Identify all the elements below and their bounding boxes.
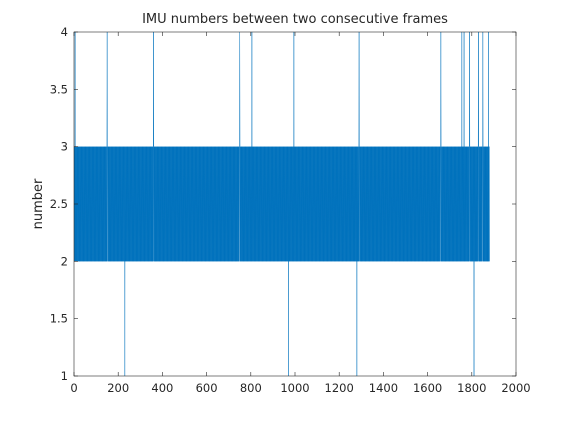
- x-tick-label: 600: [196, 381, 218, 395]
- series-line: [73, 31, 490, 377]
- y-tick-label: 1: [61, 369, 68, 383]
- y-tick-label: 2: [61, 254, 68, 268]
- series-layer: [73, 31, 490, 377]
- x-tick-label: 200: [107, 381, 129, 395]
- y-tick-label: 2.5: [50, 197, 68, 211]
- y-tick-label: 3: [61, 140, 68, 154]
- x-tick-label: 1000: [280, 381, 309, 395]
- x-tick-label: 1200: [325, 381, 354, 395]
- x-tick-label: 1600: [413, 381, 442, 395]
- x-axis: 0 200 400 600 800 1000 1200 1400 1600 1800 2000: [70, 32, 531, 395]
- x-tick-label: 0: [70, 381, 77, 395]
- y-axis: 1 1.5 2 2.5 3 3.5 4: [50, 25, 516, 383]
- x-tick-label: 1400: [369, 381, 398, 395]
- y-tick-label: 4: [61, 25, 68, 39]
- y-tick-label: 1.5: [50, 312, 68, 326]
- y-axis-label: number: [31, 178, 46, 229]
- x-tick-label: 1800: [457, 381, 486, 395]
- x-tick-label: 400: [151, 381, 173, 395]
- chart-title: IMU numbers between two consecutive fram…: [142, 12, 448, 27]
- y-tick-label: 3.5: [50, 82, 68, 96]
- x-tick-label: 2000: [501, 381, 530, 395]
- x-tick-label: 800: [240, 381, 262, 395]
